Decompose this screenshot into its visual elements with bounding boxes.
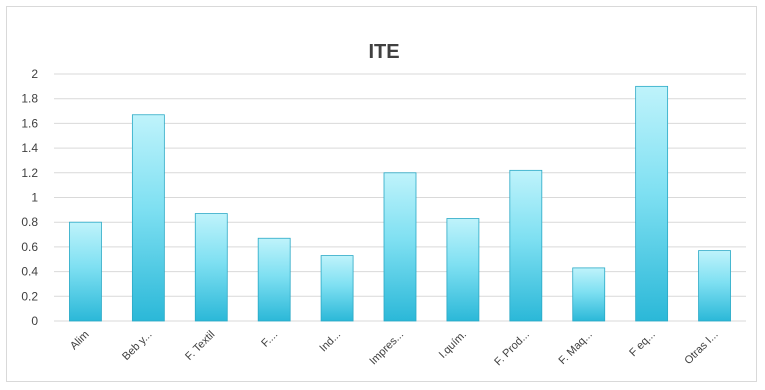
x-tick-label: I.quím.	[437, 329, 469, 361]
x-tick-label: Impres...	[367, 329, 406, 368]
chart-title: ITE	[368, 41, 399, 63]
y-tick-label: 1	[31, 191, 38, 205]
bar	[446, 218, 480, 322]
y-tick-label: 0.2	[21, 289, 38, 303]
x-tick-label: Alim	[68, 329, 92, 353]
bar	[257, 237, 291, 322]
gridlines	[54, 73, 746, 322]
x-tick-label: F eq...	[627, 329, 658, 360]
y-tick-label: 2	[31, 67, 38, 81]
y-tick-label: 1.2	[21, 166, 38, 180]
bar	[320, 255, 354, 322]
y-tick-label: 0.8	[21, 215, 38, 229]
x-tick-label: F. Maq...	[557, 329, 595, 367]
x-tick-label: F. Prod...	[492, 329, 532, 369]
y-tick-label: 1.8	[21, 92, 38, 106]
chart-frame	[6, 6, 757, 382]
x-axis-ticks: Alim Beb y... F. Textil F.... Ind... Impres..…	[68, 329, 721, 369]
x-tick-label: Ind...	[317, 329, 343, 355]
bar	[383, 172, 417, 322]
y-tick-label: 1.4	[21, 141, 38, 155]
bar	[698, 250, 731, 322]
y-tick-label: 0.4	[21, 265, 38, 279]
y-tick-label: 0.6	[21, 240, 38, 254]
x-tick-label: F. Textil	[183, 329, 217, 363]
x-tick-label: Beb y...	[120, 329, 154, 363]
bars	[69, 85, 731, 322]
bar	[509, 169, 543, 322]
bar	[635, 85, 669, 322]
y-tick-label: 0	[31, 314, 38, 328]
bar	[194, 213, 228, 322]
x-tick-label: Otras I...	[682, 329, 720, 367]
y-axis-ticks: 0 0.2 0.4 0.6 0.8 1 1.2 1.4 1.6 1.8 2	[21, 67, 38, 328]
bar	[69, 221, 102, 322]
bar	[572, 267, 606, 322]
y-tick-label: 1.6	[21, 116, 38, 130]
bar	[131, 114, 165, 322]
x-tick-label: F....	[259, 329, 280, 350]
